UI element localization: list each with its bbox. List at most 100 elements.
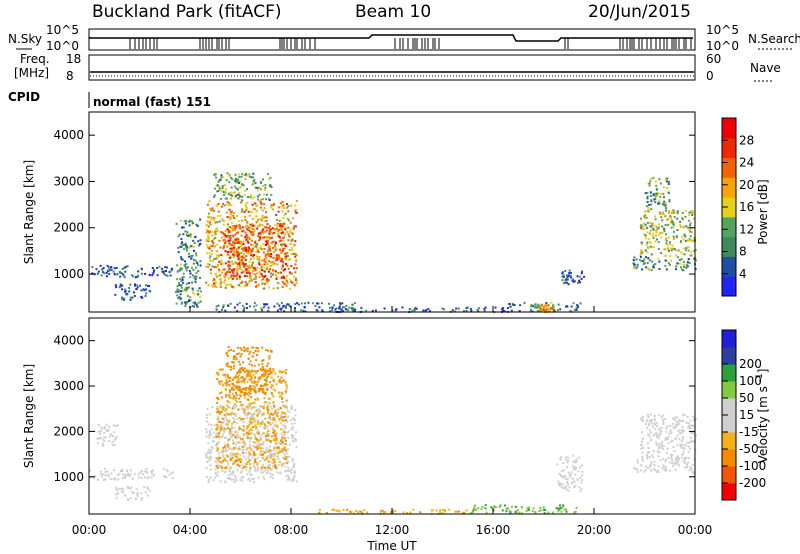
range-cell: [234, 233, 237, 236]
range-cell: [262, 278, 265, 281]
range-cell: [669, 215, 672, 218]
range-cell: [207, 442, 210, 445]
range-cell: [254, 277, 257, 280]
range-cell: [687, 258, 690, 261]
range-cell: [565, 508, 567, 511]
range-cell: [170, 267, 173, 270]
range-cell: [283, 412, 285, 415]
range-cell: [247, 456, 250, 459]
range-cell: [236, 309, 239, 312]
range-cell: [213, 285, 216, 288]
range-cell: [198, 244, 201, 247]
range-cell: [280, 302, 283, 305]
range-cell: [655, 441, 658, 444]
range-cell: [136, 491, 139, 494]
range-cell: [228, 444, 231, 447]
range-cell: [153, 474, 155, 477]
range-cell: [180, 256, 183, 259]
range-cell: [647, 238, 650, 241]
velocity-frame: [88, 317, 696, 515]
range-cell: [215, 281, 218, 284]
range-cell: [667, 211, 670, 214]
range-cell: [268, 402, 271, 405]
range-cell: [236, 400, 238, 403]
range-cell: [230, 284, 233, 287]
range-cell: [645, 453, 648, 456]
power-frame: [88, 111, 696, 313]
range-cell: [353, 309, 356, 312]
range-cell: [189, 245, 192, 248]
range-cell: [244, 407, 247, 410]
range-cell: [238, 369, 240, 372]
range-cell: [238, 301, 241, 304]
range-cell: [539, 509, 542, 512]
range-cell: [177, 289, 180, 291]
range-cell: [469, 307, 472, 310]
range-cell: [689, 222, 692, 225]
range-cell: [238, 224, 241, 227]
range-cell: [283, 247, 286, 250]
range-cell: [509, 305, 512, 308]
range-cell: [656, 450, 659, 453]
range-cell: [179, 268, 181, 271]
range-cell: [250, 266, 253, 269]
range-cell: [270, 228, 273, 231]
range-cell: [242, 229, 245, 232]
range-cell: [652, 456, 655, 459]
range-cell: [103, 425, 106, 428]
range-cell: [252, 257, 255, 260]
range-cell: [241, 255, 244, 258]
range-cell: [209, 468, 212, 471]
range-cell: [244, 264, 247, 267]
range-cell: [274, 410, 277, 413]
range-cell: [692, 212, 695, 215]
range-cell: [279, 417, 282, 420]
range-cell: [663, 228, 666, 231]
range-cell: [102, 267, 105, 270]
range-cell: [185, 245, 187, 248]
range-cell: [255, 384, 258, 386]
range-cell: [281, 225, 284, 227]
range-cell: [665, 427, 668, 430]
range-cell: [216, 243, 219, 246]
range-cell: [219, 429, 222, 432]
range-cell: [253, 269, 255, 272]
range-cell: [246, 236, 249, 239]
range-cell: [429, 310, 431, 313]
range-cell: [645, 256, 648, 259]
range-cell: [240, 175, 243, 178]
range-cell: [240, 418, 243, 421]
range-cell: [216, 432, 218, 435]
range-cell: [236, 255, 239, 258]
range-cell: [291, 249, 294, 252]
range-cell: [263, 374, 266, 377]
range-cell: [654, 201, 657, 204]
range-cell: [221, 368, 224, 371]
range-cell: [690, 240, 693, 243]
range-cell: [669, 430, 672, 433]
range-cell: [230, 204, 233, 207]
range-cell: [660, 212, 663, 215]
range-cell: [209, 221, 212, 224]
range-cell: [270, 386, 273, 389]
range-cell: [542, 506, 545, 509]
range-cell: [143, 470, 146, 473]
range-cell: [205, 239, 208, 242]
range-cell: [250, 407, 253, 410]
range-cell: [191, 274, 194, 277]
range-cell: [233, 459, 236, 462]
range-cell: [235, 179, 238, 182]
range-cell: [269, 265, 272, 267]
range-cell: [256, 468, 259, 471]
range-cell: [661, 219, 664, 222]
range-cell: [192, 301, 195, 304]
range-cell: [342, 508, 345, 511]
range-cell: [220, 417, 223, 420]
nsky-label: N.Sky: [8, 32, 42, 46]
range-cell: [288, 235, 291, 238]
range-cell: [261, 229, 264, 232]
range-cell: [243, 350, 246, 353]
range-cell: [100, 426, 103, 429]
